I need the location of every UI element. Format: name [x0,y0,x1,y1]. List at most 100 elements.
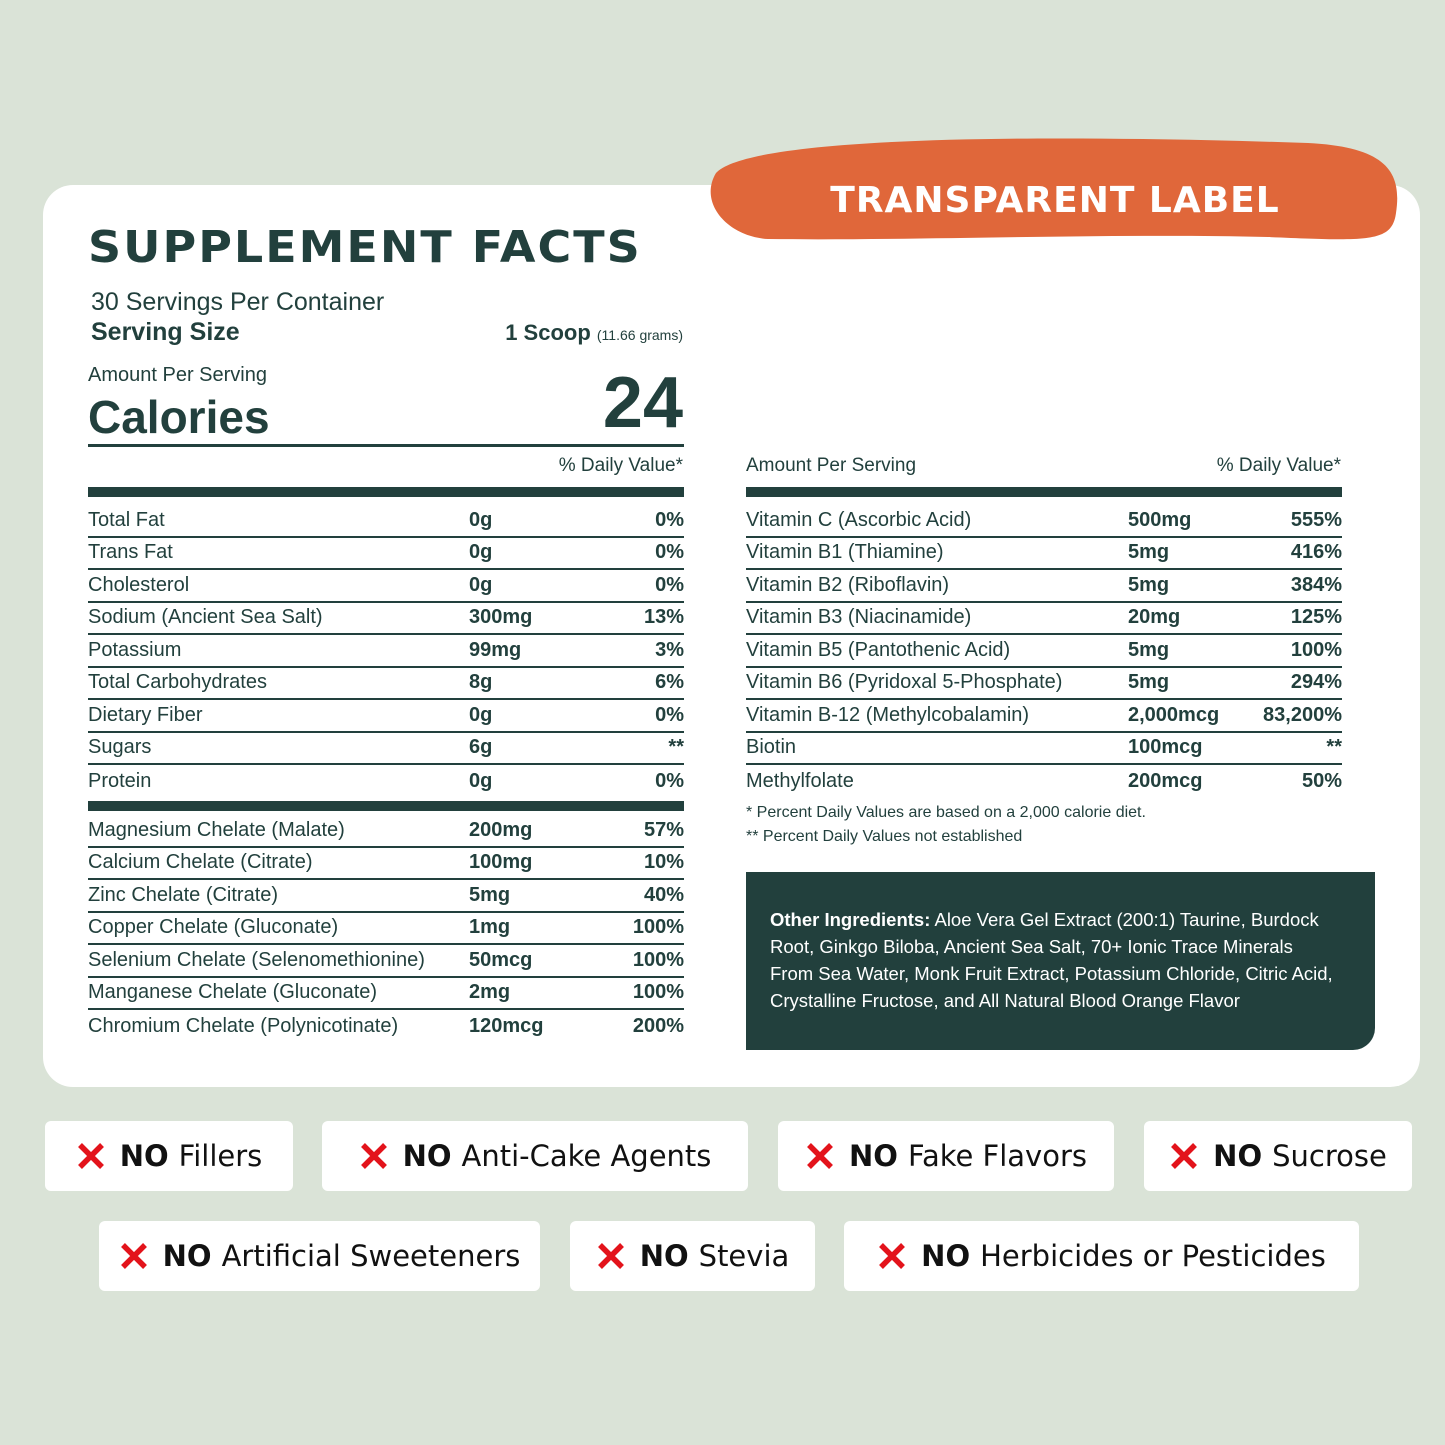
row-dv: 10% [643,851,684,874]
serving-amount: 1 Scoop [505,320,591,345]
row-amount: 100mcg [1128,736,1203,759]
row-dv: 6% [655,671,684,694]
amount-header: Amount Per Serving [746,455,917,476]
table-row: Vitamin B5 (Pantothenic Acid) 5mg 100% [746,635,1342,668]
table-row: Chromium Chelate (Polynicotinate) 120mcg 2… [88,1010,684,1043]
row-name: Sodium (Ancient Sea Salt) [88,606,323,629]
row-name: Chromium Chelate (Polynicotinate) [88,1014,399,1037]
badge-prefix: NO [1213,1139,1263,1173]
footnote: * Percent Daily Values are based on a 2,… [746,804,1146,821]
table-row: Vitamin B6 (Pyridoxal 5-Phosphate) 5mg 294… [746,668,1342,700]
row-dv: 0% [655,508,684,531]
table-row: Potassium 99mg 3% [88,635,684,668]
row-name: Total Fat [88,508,165,531]
row-name: Vitamin B3 (Niacinamide) [746,606,972,629]
row-name: Dietary Fiber [88,703,203,726]
badge-text: Sucrose [1272,1139,1387,1173]
x-icon [597,1243,624,1269]
row-amount: 20mg [1128,606,1181,629]
badge-text: Anti-Cake Agents [461,1139,712,1173]
calories-label: Calories [88,391,270,443]
badge: NO Fillers [45,1121,293,1191]
x-icon [77,1143,104,1169]
row-dv: 100% [632,981,684,1004]
table-row: Calcium Chelate (Citrate) 100mg 10% [88,848,684,880]
badge-text: Stevia [698,1239,790,1273]
table-row: Magnesium Chelate (Malate) 200mg 57% [88,815,684,848]
rule [88,801,684,811]
table-row: Total Carbohydrates 8g 6% [88,668,684,700]
x-icon [120,1243,147,1269]
table-row: Dietary Fiber 0g 0% [88,700,684,733]
table-row: Trans Fat 0g 0% [88,538,684,570]
row-amount: 120mcg [469,1014,544,1037]
badge: NO Sucrose [1144,1121,1412,1191]
row-dv: 40% [643,883,684,906]
x-icon [879,1243,906,1269]
table-row: Protein 0g 0% [88,765,684,798]
rule [88,487,684,497]
row-amount: 100mg [469,851,533,874]
row-amount: 6g [469,736,493,759]
row-name: Vitamin B2 (Riboflavin) [746,573,950,596]
row-name: Vitamin B1 (Thiamine) [746,541,944,564]
calories-value: 24 [602,363,683,443]
row-name: Cholesterol [88,573,190,596]
row-name: Biotin [746,736,797,759]
row-dv: 13% [643,606,684,629]
badge-text: Herbicides or Pesticides [980,1239,1326,1273]
dv-header: % Daily Value* [558,455,683,476]
row-name: Calcium Chelate (Citrate) [88,851,313,874]
rule [88,444,684,447]
badge-prefix: NO [402,1139,452,1173]
badge-text: Fake Flavors [907,1139,1087,1173]
row-amount: 5mg [1128,671,1170,694]
row-amount: 8g [469,671,493,694]
footnote: ** Percent Daily Values not established [746,828,1023,845]
row-dv: 100% [1290,638,1342,661]
row-name: Vitamin C (Ascorbic Acid) [746,508,972,531]
table-row: Zinc Chelate (Citrate) 5mg 40% [88,880,684,913]
row-name: Vitamin B6 (Pyridoxal 5-Phosphate) [746,671,1063,694]
row-amount: 0g [469,541,493,564]
table-row: Vitamin B-12 (Methylcobalamin) 2,000mcg 83… [746,700,1342,733]
row-dv: 294% [1290,671,1342,694]
row-amount: 0g [469,508,493,531]
row-name: Copper Chelate (Gluconate) [88,916,339,939]
row-dv: 125% [1290,606,1342,629]
other-ingredients: Other Ingredients: Aloe Vera Gel Extract… [746,872,1375,1050]
row-amount: 2mg [469,981,511,1004]
table-row: Vitamin C (Ascorbic Acid) 500mg 555% [746,505,1342,538]
servings: 30 Servings Per Container [91,288,385,316]
x-icon [807,1143,833,1169]
other-text: Aloe Vera Gel Extract (200:1) Taurine, B… [770,909,1333,1011]
title: SUPPLEMENT FACTS [88,221,642,273]
row-dv: 0% [655,573,684,596]
row-name: Total Carbohydrates [88,671,267,694]
badge: NO Herbicides or Pesticides [844,1221,1359,1291]
row-amount: 500mg [1128,508,1192,531]
badge-text: Artificial Sweeteners [221,1239,521,1273]
row-dv: 100% [632,916,684,939]
x-icon [1171,1143,1198,1169]
row-amount: 5mg [1128,638,1170,661]
row-dv: 0% [655,703,684,726]
table-row: Cholesterol 0g 0% [88,570,684,603]
table-row: Vitamin B3 (Niacinamide) 20mg 125% [746,603,1342,635]
row-amount: 200mg [469,818,533,841]
row-dv: 57% [643,818,684,841]
tag-blob [710,138,1398,240]
table-row: Copper Chelate (Gluconate) 1mg 100% [88,913,684,945]
table-row: Vitamin B1 (Thiamine) 5mg 416% [746,538,1342,570]
row-amount: 50mcg [469,948,533,971]
table-row: Sodium (Ancient Sea Salt) 300mg 13% [88,603,684,635]
x-icon [360,1143,387,1169]
row-name: Selenium Chelate (Selenomethionine) [88,948,425,971]
row-name: Methylfolate [746,769,854,792]
badge-prefix: NO [849,1139,898,1173]
badge-prefix: NO [639,1239,689,1273]
row-dv: 384% [1290,573,1342,596]
row-amount: 300mg [469,606,533,629]
row-amount: 5mg [1128,573,1170,596]
